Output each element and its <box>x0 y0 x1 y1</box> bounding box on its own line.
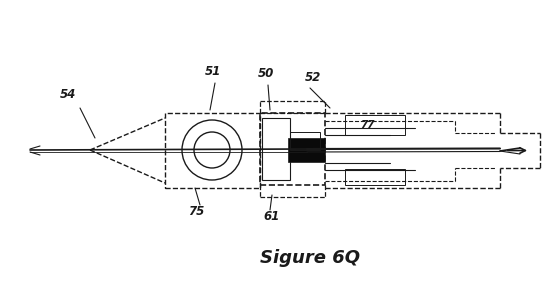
Text: 51: 51 <box>205 65 221 78</box>
Text: 61: 61 <box>263 210 279 223</box>
Bar <box>165 113 260 188</box>
Text: 52: 52 <box>305 71 321 84</box>
Bar <box>345 115 405 135</box>
Bar <box>345 169 405 185</box>
Text: 77: 77 <box>360 120 374 130</box>
Bar <box>262 118 290 180</box>
Text: Sigure 6Q: Sigure 6Q <box>260 249 360 267</box>
Bar <box>290 132 320 150</box>
Polygon shape <box>288 138 325 162</box>
Text: 50: 50 <box>258 67 274 80</box>
Bar <box>260 113 325 185</box>
Text: 75: 75 <box>188 205 204 218</box>
Text: 54: 54 <box>60 88 76 101</box>
